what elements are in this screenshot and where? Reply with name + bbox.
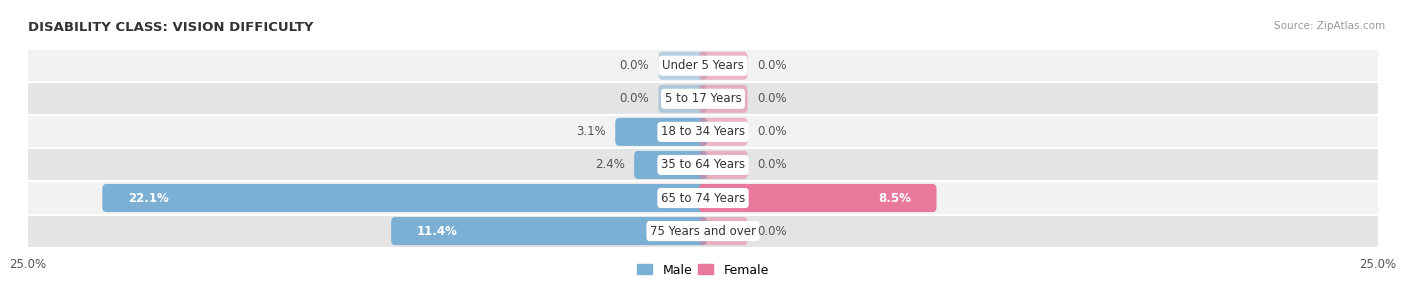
FancyBboxPatch shape — [28, 215, 1378, 248]
Text: Under 5 Years: Under 5 Years — [662, 59, 744, 72]
FancyBboxPatch shape — [391, 217, 707, 245]
FancyBboxPatch shape — [658, 52, 707, 80]
Text: 8.5%: 8.5% — [877, 192, 911, 204]
FancyBboxPatch shape — [28, 49, 1378, 82]
Text: 35 to 64 Years: 35 to 64 Years — [661, 159, 745, 171]
Text: 2.4%: 2.4% — [595, 159, 624, 171]
FancyBboxPatch shape — [699, 184, 936, 212]
Text: 65 to 74 Years: 65 to 74 Years — [661, 192, 745, 204]
Text: 0.0%: 0.0% — [620, 92, 650, 105]
Text: 0.0%: 0.0% — [756, 92, 786, 105]
FancyBboxPatch shape — [103, 184, 707, 212]
Text: 3.1%: 3.1% — [576, 125, 606, 138]
Text: 0.0%: 0.0% — [756, 59, 786, 72]
Legend: Male, Female: Male, Female — [633, 259, 773, 282]
Text: 0.0%: 0.0% — [756, 125, 786, 138]
Text: 0.0%: 0.0% — [620, 59, 650, 72]
Text: 11.4%: 11.4% — [416, 225, 458, 237]
FancyBboxPatch shape — [616, 118, 707, 146]
FancyBboxPatch shape — [699, 118, 748, 146]
FancyBboxPatch shape — [634, 151, 707, 179]
FancyBboxPatch shape — [699, 151, 748, 179]
Text: 22.1%: 22.1% — [128, 192, 169, 204]
FancyBboxPatch shape — [658, 85, 707, 113]
Text: Source: ZipAtlas.com: Source: ZipAtlas.com — [1274, 21, 1385, 32]
FancyBboxPatch shape — [699, 85, 748, 113]
FancyBboxPatch shape — [28, 115, 1378, 148]
FancyBboxPatch shape — [699, 217, 748, 245]
Text: DISABILITY CLASS: VISION DIFFICULTY: DISABILITY CLASS: VISION DIFFICULTY — [28, 21, 314, 34]
Text: 18 to 34 Years: 18 to 34 Years — [661, 125, 745, 138]
Text: 75 Years and over: 75 Years and over — [650, 225, 756, 237]
Text: 5 to 17 Years: 5 to 17 Years — [665, 92, 741, 105]
Text: 0.0%: 0.0% — [756, 225, 786, 237]
FancyBboxPatch shape — [28, 82, 1378, 115]
Text: 0.0%: 0.0% — [756, 159, 786, 171]
FancyBboxPatch shape — [28, 181, 1378, 215]
FancyBboxPatch shape — [28, 148, 1378, 181]
FancyBboxPatch shape — [699, 52, 748, 80]
